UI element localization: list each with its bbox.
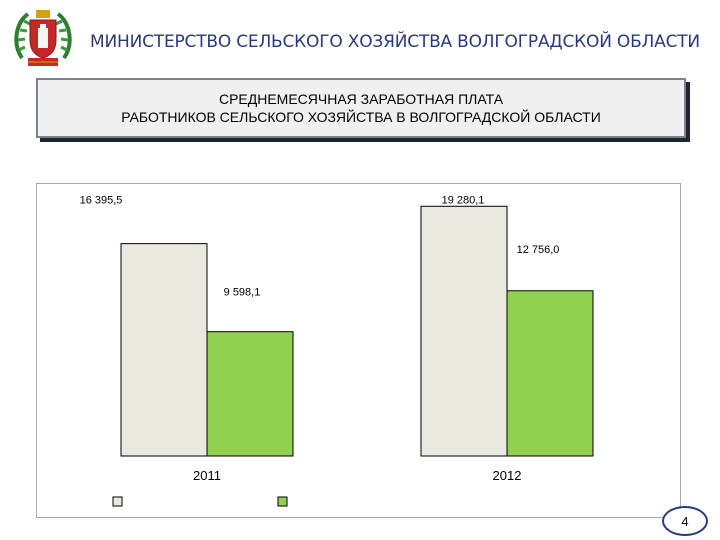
- x-tick-label-2011: 2011: [193, 468, 221, 483]
- legend-swatch-series-2: [277, 496, 288, 507]
- data-label-2012-series-2: 12 756,0: [517, 244, 560, 256]
- chart-frame: 16 395,5 9 598,1 2011 19 280,1 12 756,0 2012: [36, 183, 681, 518]
- data-label-2011-series-2: 9 598,1: [224, 287, 261, 299]
- legend-swatch-series-1: [112, 496, 123, 507]
- data-label-2011-series-1: 16 395,5: [80, 195, 123, 207]
- slide-title-line-2: РАБОТНИКОВ СЕЛЬСКОГО ХОЗЯЙСТВА В ВОЛГОГР…: [121, 109, 601, 125]
- page-number: 4: [681, 513, 689, 529]
- bar-chart: 16 395,5 9 598,1 2011 19 280,1 12 756,0 2012: [80, 194, 594, 507]
- page-number-badge: 4: [662, 506, 708, 536]
- coat-of-arms-icon: [14, 10, 72, 66]
- coat-of-arms-emblem: [14, 8, 72, 70]
- bar-2011-series-2: [206, 331, 294, 457]
- bar-2012-series-1: [420, 205, 508, 457]
- slide-title-box: СРЕДНЕМЕСЯЧНАЯ ЗАРАБОТНАЯ ПЛАТА РАБОТНИК…: [36, 78, 686, 138]
- x-tick-label-2012: 2012: [493, 468, 522, 483]
- bar-2011-series-1: [120, 243, 208, 457]
- data-label-2012-series-1: 19 280,1: [442, 194, 485, 206]
- bar-2012-series-2: [506, 290, 594, 457]
- ministry-title: МИНИСТЕРСТВО СЕЛЬСКОГО ХОЗЯЙСТВА ВОЛГОГР…: [90, 32, 700, 52]
- slide-title-line-1: СРЕДНЕМЕСЯЧНАЯ ЗАРАБОТНАЯ ПЛАТА: [218, 91, 504, 107]
